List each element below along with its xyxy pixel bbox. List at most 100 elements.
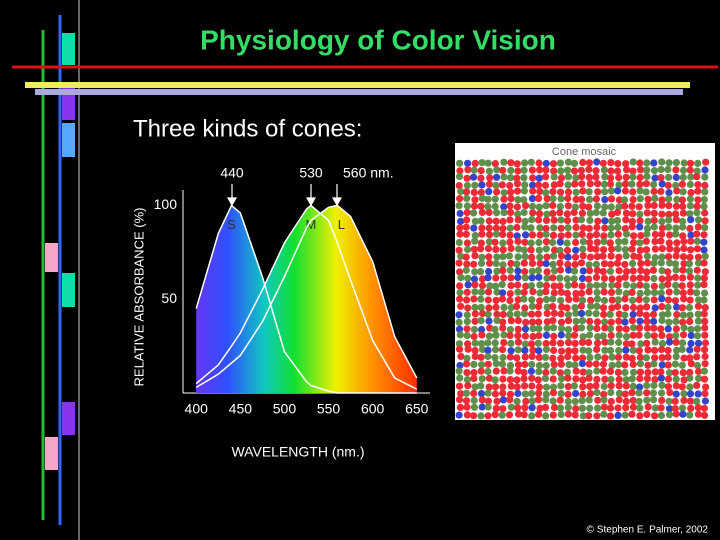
cone xyxy=(650,259,658,267)
cone xyxy=(636,353,645,361)
cone xyxy=(586,390,595,398)
cone xyxy=(636,180,644,188)
cone xyxy=(608,304,616,312)
cone xyxy=(543,268,551,276)
cone xyxy=(613,208,622,216)
cone xyxy=(579,376,587,384)
cone xyxy=(629,173,637,181)
cone xyxy=(500,331,508,339)
cone xyxy=(585,159,594,167)
cone xyxy=(642,246,651,254)
cone xyxy=(543,195,551,203)
cone xyxy=(671,405,679,413)
cone xyxy=(651,404,659,412)
cone xyxy=(607,397,615,406)
cone xyxy=(579,238,587,246)
cone xyxy=(470,360,478,368)
cone xyxy=(572,405,580,413)
cone xyxy=(564,260,572,269)
cone xyxy=(600,180,609,188)
cone xyxy=(499,289,507,297)
cone xyxy=(585,338,593,347)
annotation: 440 xyxy=(220,165,244,181)
cone xyxy=(694,390,702,398)
cone xyxy=(528,310,536,318)
cone xyxy=(572,238,580,247)
cone xyxy=(672,332,680,340)
cone xyxy=(571,180,579,188)
cone xyxy=(456,159,464,167)
cone xyxy=(679,188,687,196)
cone xyxy=(642,274,651,282)
cone xyxy=(621,187,630,195)
cone xyxy=(615,196,624,204)
cone xyxy=(485,304,493,312)
cone xyxy=(521,159,529,167)
cone xyxy=(506,202,514,210)
cone xyxy=(622,209,631,217)
cone xyxy=(571,331,579,339)
cone xyxy=(571,261,579,269)
cone xyxy=(664,310,672,318)
cone xyxy=(527,239,535,247)
cone xyxy=(629,210,637,218)
cone xyxy=(671,273,680,281)
cone xyxy=(636,304,644,312)
slide-subtitle: Three kinds of cones: xyxy=(133,115,362,142)
cone xyxy=(529,174,537,182)
cone xyxy=(585,188,593,196)
cone xyxy=(607,318,615,326)
cone xyxy=(629,310,637,319)
cone xyxy=(491,282,500,290)
cone xyxy=(542,173,550,181)
cone xyxy=(500,203,508,211)
cone xyxy=(492,367,500,375)
cone xyxy=(543,253,551,261)
cone xyxy=(457,302,465,310)
cone xyxy=(456,289,464,297)
cone xyxy=(622,353,630,361)
cone xyxy=(507,274,515,282)
cone xyxy=(700,404,709,412)
cone xyxy=(685,260,694,268)
cone xyxy=(493,253,501,261)
cone xyxy=(606,367,615,375)
cone xyxy=(686,354,694,362)
cone xyxy=(557,318,566,326)
cone xyxy=(506,296,514,305)
cone xyxy=(680,354,688,362)
cone xyxy=(493,397,501,405)
cone xyxy=(678,196,687,204)
cone xyxy=(686,317,694,326)
cone xyxy=(485,238,493,246)
cone xyxy=(478,181,486,189)
cone xyxy=(514,367,522,375)
cone xyxy=(637,260,645,268)
cone xyxy=(664,181,672,189)
deco-block xyxy=(62,88,75,120)
cone xyxy=(513,302,521,310)
annotation: 530 xyxy=(299,165,323,181)
cone xyxy=(672,181,680,190)
cone xyxy=(701,166,709,174)
cone xyxy=(522,202,530,210)
cone xyxy=(666,333,674,341)
cone xyxy=(477,382,485,390)
cone xyxy=(686,390,695,398)
cone xyxy=(657,237,665,245)
cone xyxy=(657,165,665,174)
cone xyxy=(701,224,709,232)
cone xyxy=(600,310,608,319)
cone xyxy=(528,253,536,261)
x-tick-label: 550 xyxy=(317,401,341,417)
series-label: S xyxy=(227,217,236,232)
cone xyxy=(535,246,543,254)
cone xyxy=(549,252,558,260)
cone xyxy=(673,246,681,254)
cone xyxy=(680,390,688,398)
cone xyxy=(606,267,615,275)
cone xyxy=(593,223,601,232)
cone xyxy=(658,210,666,218)
cone xyxy=(571,339,579,347)
